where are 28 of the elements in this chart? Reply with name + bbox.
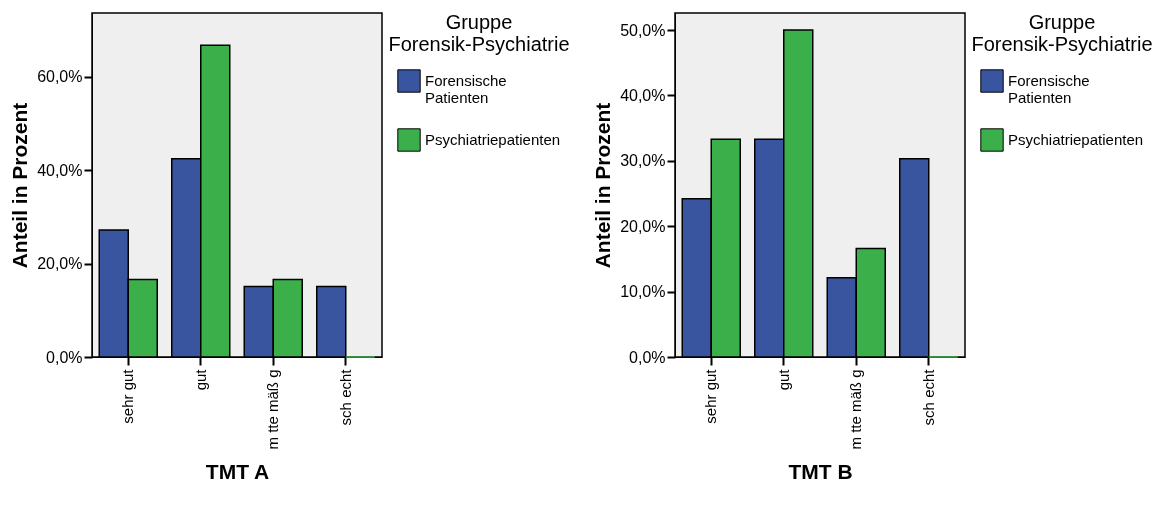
y-axis-title: Anteil in Prozent [591,102,615,269]
y-tick-label: 60,0% [37,68,83,86]
x-tick-label: m tte mäß g [847,369,865,450]
y-tick-label: 40,0% [37,161,83,179]
legend-label: Forensische Patienten [425,72,507,106]
x-tick-label: sehr gut [119,368,137,424]
y-tick-label: 0,0% [46,348,83,366]
x-tick-label: sehr gut [702,368,720,424]
x-tick-label: sch echt [336,368,354,426]
y-tick-label: 30,0% [620,152,666,170]
legend-title: Gruppe Forensik-Psychiatrie [388,11,570,55]
y-axis-title: Anteil in Prozent [8,102,32,269]
x-axis-title: TMT A [205,459,270,483]
x-tick-label: gut [191,368,209,391]
x-axis-title: TMT B [788,459,853,483]
x-tick-label: gut [774,368,792,391]
y-tick-label: 20,0% [37,255,83,273]
y-tick-label: 50,0% [620,21,666,39]
legend-title: Gruppe Forensik-Psychiatrie [971,11,1153,55]
y-tick-label: 20,0% [620,217,666,235]
x-tick-label: sch echt [919,368,937,426]
legend-label: Psychiatriepatienten [425,131,561,148]
legend-label: Forensische Patienten [1008,72,1090,106]
y-tick-label: 40,0% [620,86,666,104]
y-tick-label: 0,0% [629,348,666,366]
y-tick-label: 10,0% [620,283,666,301]
x-tick-label: m tte mäß g [264,369,282,450]
legend-label: Psychiatriepatienten [1008,131,1144,148]
